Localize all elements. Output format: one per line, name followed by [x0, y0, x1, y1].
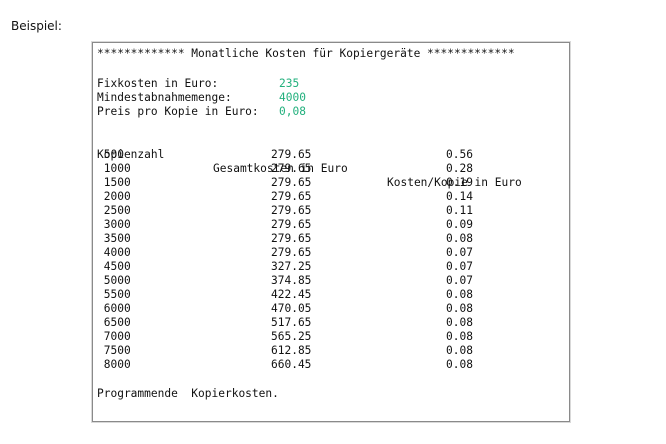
- cell-copies: 5000: [97, 274, 131, 287]
- cell-cost-per-copy: 0.08: [446, 358, 473, 371]
- cell-cost-per-copy: 0.19: [446, 176, 473, 189]
- cell-total-cost: 279.65: [271, 246, 312, 259]
- table-body: 500 279.65 0.56 1000 279.65 0.28 1500 279.65 0…: [97, 148, 473, 372]
- column-header-copies: Kopienzahl: [97, 148, 165, 161]
- cell-cost-per-copy: 0.28: [446, 162, 473, 175]
- cell-copies: 7000: [97, 330, 131, 343]
- cell-cost-per-copy: 0.09: [446, 218, 473, 231]
- cell-copies: 7500: [97, 344, 131, 357]
- cell-total-cost: 279.65: [271, 162, 312, 175]
- cell-copies: 6000: [97, 302, 131, 315]
- program-end-message: Programmende Kopierkosten.: [97, 387, 279, 400]
- cell-copies: 6500: [97, 316, 131, 329]
- table-row: 4000 279.65 0.07: [97, 246, 473, 260]
- cell-total-cost: 279.65: [271, 176, 312, 189]
- cell-copies: 5500: [97, 288, 131, 301]
- cell-total-cost: 470.05: [271, 302, 312, 315]
- cell-cost-per-copy: 0.11: [446, 204, 473, 217]
- cell-copies: 4000: [97, 246, 131, 259]
- cell-total-cost: 422.45: [271, 288, 312, 301]
- fixed-cost-value: 235: [279, 77, 300, 90]
- cell-cost-per-copy: 0.56: [446, 148, 473, 161]
- cell-copies: 2000: [97, 190, 131, 203]
- cell-total-cost: 612.85: [271, 344, 312, 357]
- cell-copies: 500: [97, 148, 124, 161]
- cost-table: Kopienzahl Gesamtkosten in Euro Kosten/K…: [97, 134, 522, 372]
- cell-cost-per-copy: 0.08: [446, 330, 473, 343]
- cell-total-cost: 279.65: [271, 218, 312, 231]
- table-row: 6000 470.05 0.08: [97, 302, 473, 316]
- table-row: 3000 279.65 0.09: [97, 218, 473, 232]
- cell-total-cost: 279.65: [271, 148, 312, 161]
- cell-total-cost: 279.65: [271, 190, 312, 203]
- cell-copies: 1500: [97, 176, 131, 189]
- table-row: 2000 279.65 0.14: [97, 190, 473, 204]
- fixed-cost-label: Fixkosten in Euro:: [97, 77, 219, 90]
- table-row: 7000 565.25 0.08: [97, 330, 473, 344]
- cell-cost-per-copy: 0.14: [446, 190, 473, 203]
- cell-total-cost: 327.25: [271, 260, 312, 273]
- cell-cost-per-copy: 0.08: [446, 344, 473, 357]
- table-row: 3500 279.65 0.08: [97, 232, 473, 246]
- price-per-copy-value: 0,08: [279, 105, 306, 118]
- cell-copies: 4500: [97, 260, 131, 273]
- table-header: Kopienzahl Gesamtkosten in Euro Kosten/K…: [97, 134, 522, 189]
- cell-copies: 1000: [97, 162, 131, 175]
- cell-cost-per-copy: 0.08: [446, 302, 473, 315]
- cell-cost-per-copy: 0.08: [446, 232, 473, 245]
- column-header-cost-per-copy: Kosten/Kopie in Euro: [387, 176, 522, 189]
- cell-cost-per-copy: 0.08: [446, 316, 473, 329]
- cell-total-cost: 565.25: [271, 330, 312, 343]
- price-per-copy-label: Preis pro Kopie in Euro:: [97, 105, 259, 118]
- console-output: ************* Monatliche Kosten für Kopi…: [92, 42, 570, 422]
- table-row: 1000 279.65 0.28: [97, 162, 473, 176]
- cell-copies: 3000: [97, 218, 131, 231]
- min-quantity-value: 4000: [279, 91, 306, 104]
- min-quantity-label: Mindestabnahmemenge:: [97, 91, 232, 104]
- cell-copies: 8000: [97, 358, 131, 371]
- table-row: 1500 279.65 0.19: [97, 176, 473, 190]
- cell-total-cost: 279.65: [271, 232, 312, 245]
- table-row: 8000 660.45 0.08: [97, 358, 473, 372]
- cell-total-cost: 279.65: [271, 204, 312, 217]
- table-row: 2500 279.65 0.11: [97, 204, 473, 218]
- table-row: 500 279.65 0.56: [97, 148, 473, 162]
- table-row: 4500 327.25 0.07: [97, 260, 473, 274]
- table-row: 5500 422.45 0.08: [97, 288, 473, 302]
- cell-total-cost: 517.65: [271, 316, 312, 329]
- program-title: ************* Monatliche Kosten für Kopi…: [97, 47, 515, 60]
- table-row: 5000 374.85 0.07: [97, 274, 473, 288]
- table-row: 7500 612.85 0.08: [97, 344, 473, 358]
- column-header-total-cost: Gesamtkosten in Euro: [213, 162, 348, 175]
- cell-copies: 3500: [97, 232, 131, 245]
- example-caption: Beispiel:: [11, 19, 62, 33]
- cell-copies: 2500: [97, 204, 131, 217]
- cell-cost-per-copy: 0.08: [446, 288, 473, 301]
- cell-total-cost: 660.45: [271, 358, 312, 371]
- cell-cost-per-copy: 0.07: [446, 274, 473, 287]
- cell-cost-per-copy: 0.07: [446, 260, 473, 273]
- cell-total-cost: 374.85: [271, 274, 312, 287]
- table-row: 6500 517.65 0.08: [97, 316, 473, 330]
- cell-cost-per-copy: 0.07: [446, 246, 473, 259]
